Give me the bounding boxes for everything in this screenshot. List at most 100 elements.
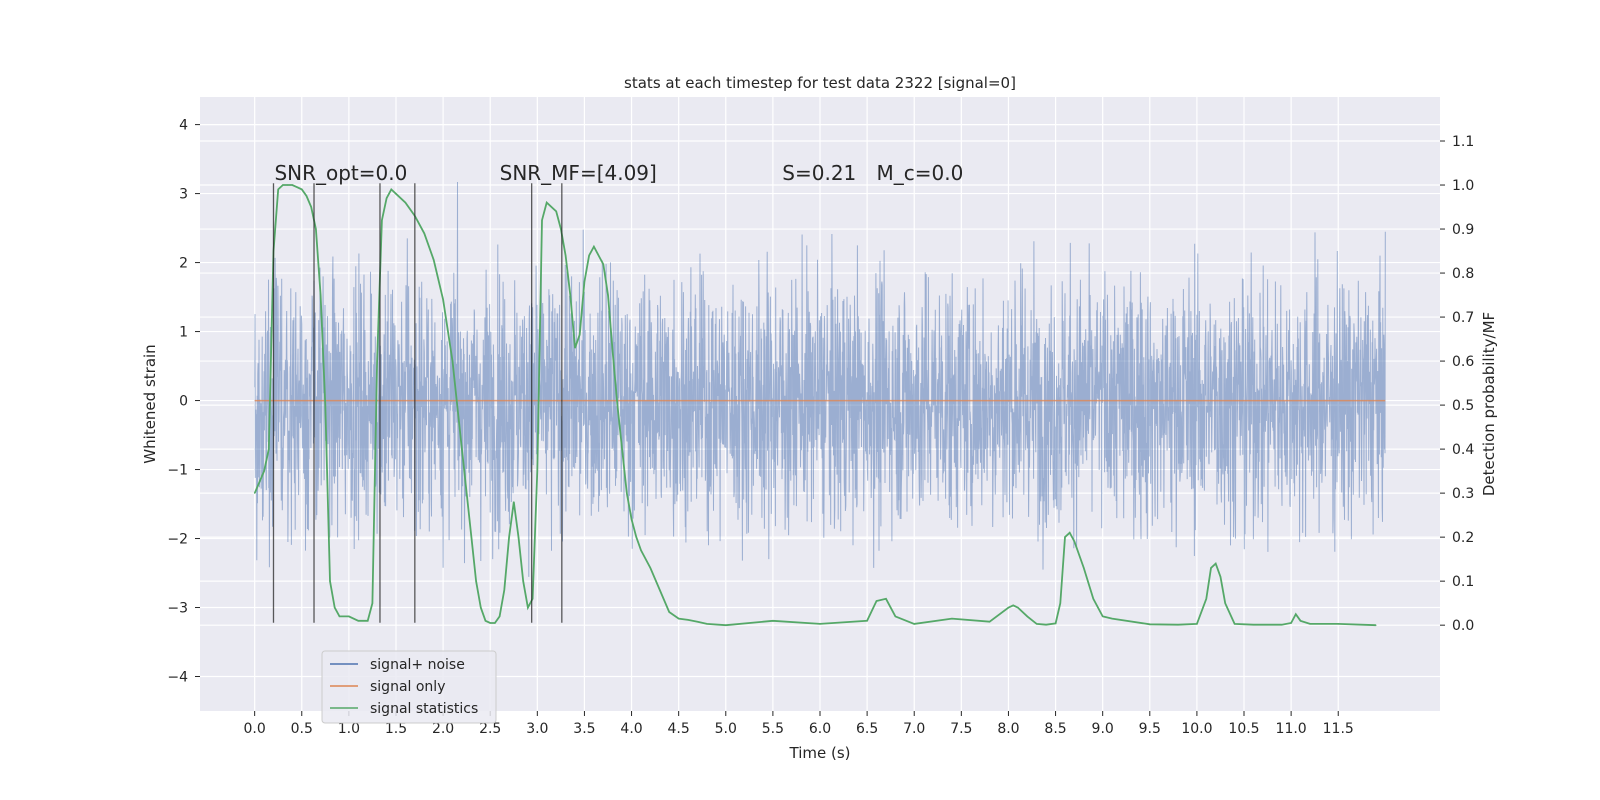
signal-statistics-point-62 xyxy=(607,294,609,296)
signal-statistics-point-13 xyxy=(320,294,322,296)
signal-statistics-point-77 xyxy=(725,624,727,626)
x-tick-label-19: 9.5 xyxy=(1139,721,1161,737)
signal-statistics-point-64 xyxy=(616,404,619,406)
signal-statistics-point-15 xyxy=(329,580,331,582)
signal-statistics-point-50 xyxy=(546,202,548,204)
y-right-tick-label-11: 0.0 xyxy=(1452,618,1474,634)
chart-title: stats at each timestep for test data 232… xyxy=(624,74,1016,92)
signal-statistics-point-26 xyxy=(395,193,397,195)
signal-statistics-point-41 xyxy=(503,589,505,591)
y-left-tick-label-0: 4 xyxy=(179,118,188,134)
signal-statistics-point-8 xyxy=(296,186,298,188)
signal-statistics-point-21 xyxy=(371,602,374,604)
signal-statistics-point-16 xyxy=(334,606,336,609)
signal-statistics-point-49 xyxy=(541,219,543,221)
y-left-tick-label-1: 3 xyxy=(179,187,188,203)
x-tick-label-18: 9.0 xyxy=(1092,721,1114,737)
x-tick-label-3: 1.5 xyxy=(385,721,407,737)
signal-statistics-point-1 xyxy=(263,470,265,472)
legend-label-signal-noise: signal+ noise xyxy=(370,657,465,673)
y-right-tick-label-5: 0.6 xyxy=(1452,354,1474,370)
signal-statistics-point-103 xyxy=(1177,624,1179,626)
signal-statistics-point-61 xyxy=(602,263,604,265)
x-tick-label-8: 4.0 xyxy=(620,721,642,737)
signal-statistics-point-36 xyxy=(480,606,482,609)
x-tick-label-10: 5.0 xyxy=(715,721,737,737)
signal-statistics-point-25 xyxy=(390,188,392,191)
signal-statistics-point-114 xyxy=(1295,613,1297,615)
signal-statistics-point-35 xyxy=(475,580,477,582)
y-right-axis-label: Detection probability/MF xyxy=(1480,312,1498,496)
signal-statistics-point-99 xyxy=(1092,598,1094,600)
x-tick-label-2: 1.0 xyxy=(338,721,360,737)
x-tick-label-11: 5.5 xyxy=(762,721,784,737)
x-tick-label-21: 10.5 xyxy=(1228,721,1259,737)
y-left-tick-label-2: 2 xyxy=(179,256,188,272)
signal-statistics-point-58 xyxy=(588,254,590,257)
x-tick-label-6: 3.0 xyxy=(526,721,548,737)
legend-box xyxy=(321,650,497,724)
signal-statistics-point-56 xyxy=(579,334,581,336)
signal-statistics-point-63 xyxy=(612,351,614,353)
signal-statistics-point-10 xyxy=(305,195,308,197)
signal-statistics-point-115 xyxy=(1299,620,1302,622)
signal-statistics-point-71 xyxy=(659,589,661,591)
signal-statistics-point-43 xyxy=(513,501,515,503)
signal-statistics-point-111 xyxy=(1252,624,1255,626)
snr-mf-annotation: SNR_MF=[4.09] xyxy=(500,161,657,185)
signal-statistics-point-107 xyxy=(1215,562,1217,565)
y-right-tick-label-6: 0.5 xyxy=(1452,398,1474,414)
mc-annotation: M_c=0.0 xyxy=(877,161,964,185)
signal-statistics-point-65 xyxy=(621,448,623,450)
vertical-markers xyxy=(272,183,563,623)
x-tick-label-5: 2.5 xyxy=(479,721,501,737)
signal-statistics-point-53 xyxy=(564,254,567,257)
signal-statistics-point-112 xyxy=(1281,624,1283,626)
signal-statistics-point-14 xyxy=(324,404,326,406)
signal-statistics-point-81 xyxy=(875,600,878,602)
signal-statistics-point-110 xyxy=(1233,623,1236,625)
x-tick-label-0: 0.0 xyxy=(244,721,266,737)
signal-statistics-point-39 xyxy=(494,622,496,624)
signal-statistics-point-95 xyxy=(1064,536,1066,538)
signal-statistics-point-89 xyxy=(1017,606,1019,609)
signal-statistics-point-20 xyxy=(367,620,369,622)
signal-statistics-point-5 xyxy=(282,184,284,186)
signal-statistics-point-92 xyxy=(1045,624,1047,626)
signal-statistics-point-7 xyxy=(291,184,293,186)
signal-statistics-point-97 xyxy=(1073,540,1076,543)
signal-statistics-point-104 xyxy=(1196,623,1198,625)
signal-statistics-point-37 xyxy=(484,620,487,622)
y-right-tick-label-8: 0.3 xyxy=(1452,486,1474,502)
signal-statistics-point-38 xyxy=(489,622,491,624)
signal-statistics-point-79 xyxy=(819,623,821,625)
signal-statistics-point-32 xyxy=(451,360,454,362)
signal-statistics-point-88 xyxy=(1012,604,1014,606)
s-annotation: S=0.21 xyxy=(782,161,856,185)
y-right-tick-label-7: 0.4 xyxy=(1452,442,1474,458)
y-right-tick-label-3: 0.8 xyxy=(1452,266,1474,282)
signal-noise-series xyxy=(254,181,1386,577)
signal-statistics-point-19 xyxy=(357,620,359,622)
signal-statistics-point-86 xyxy=(989,621,991,623)
signal-statistics-point-29 xyxy=(423,232,425,235)
signal-statistics-point-4 xyxy=(277,188,279,191)
signal-statistics-point-84 xyxy=(913,623,915,625)
legend: signal+ noise signal only signal statist… xyxy=(321,650,497,724)
y-right-tick-label-1: 1.0 xyxy=(1452,178,1474,194)
annotations: SNR_opt=0.0 SNR_MF=[4.09] S=0.21 M_c=0.0 xyxy=(274,161,963,185)
signal-statistics-point-2 xyxy=(268,448,270,450)
signal-statistics-point-67 xyxy=(630,518,633,521)
signal-noise-line xyxy=(254,181,1386,577)
signal-statistics-point-98 xyxy=(1083,567,1085,569)
x-tick-label-12: 6.0 xyxy=(809,721,831,737)
signal-statistics-point-94 xyxy=(1059,602,1061,604)
signal-statistics-point-73 xyxy=(678,617,680,620)
signal-statistics-point-23 xyxy=(381,219,383,221)
signal-statistics-point-18 xyxy=(348,615,350,617)
y-right-tick-label-9: 0.2 xyxy=(1452,530,1474,546)
y-left-tick-label-5: −1 xyxy=(167,463,188,479)
x-tick-label-15: 7.5 xyxy=(950,721,972,737)
signal-statistics-point-59 xyxy=(593,246,595,248)
snr-opt-annotation: SNR_opt=0.0 xyxy=(274,161,407,185)
